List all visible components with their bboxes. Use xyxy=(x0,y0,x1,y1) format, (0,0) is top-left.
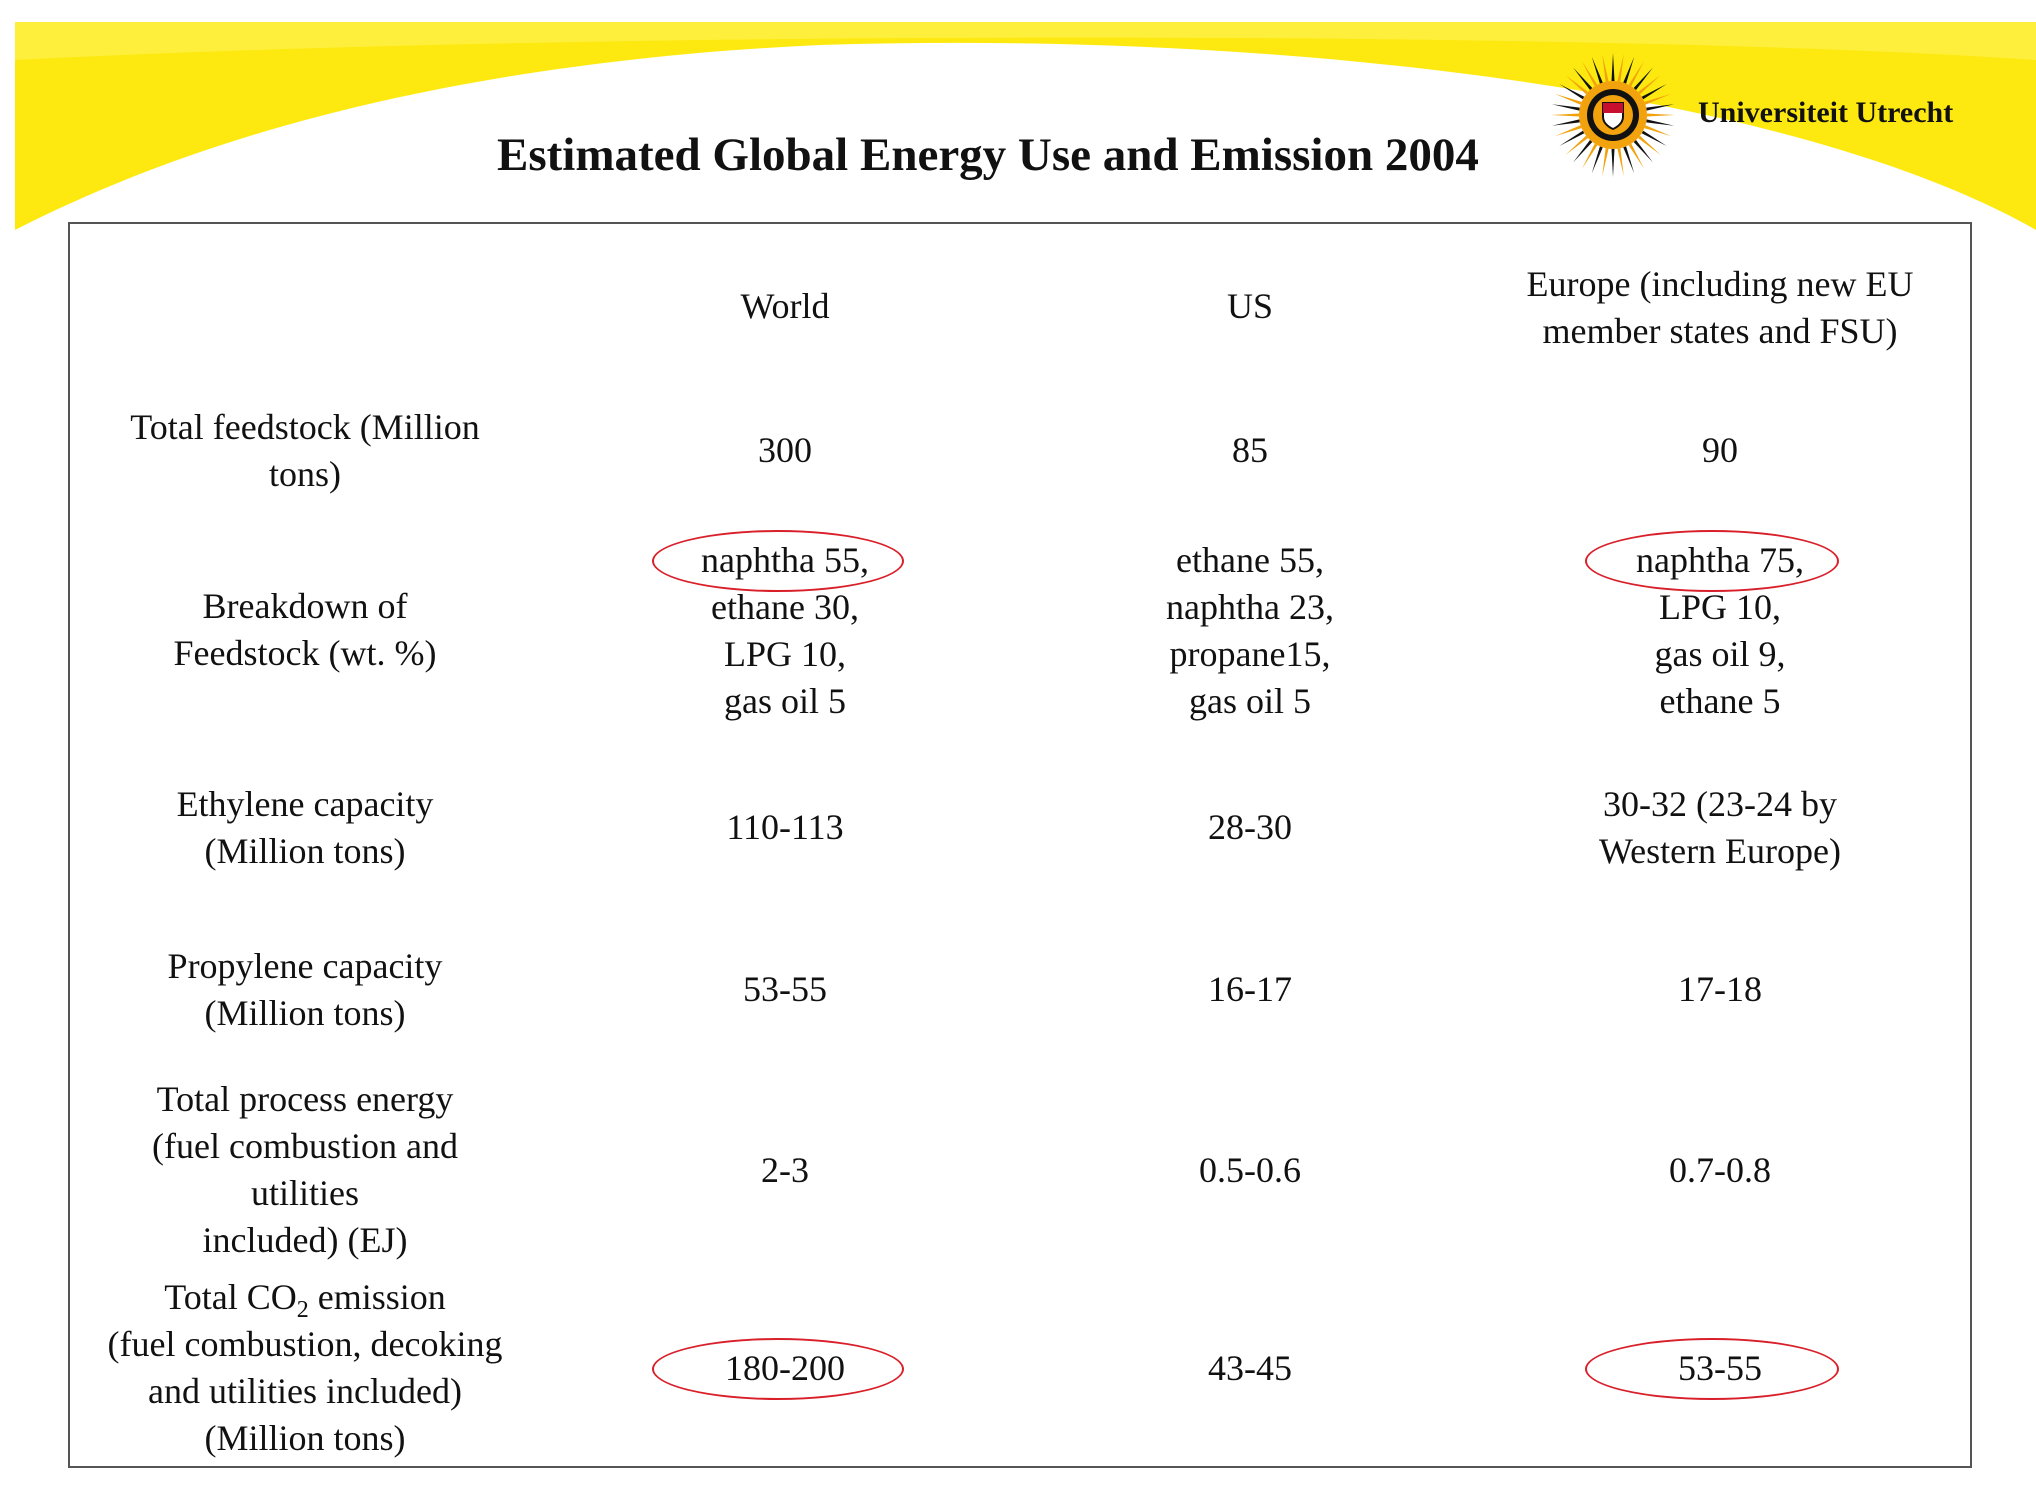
logo-ray xyxy=(1559,130,1585,146)
page-title: Estimated Global Energy Use and Emission… xyxy=(497,129,1479,181)
logo-ray xyxy=(1565,75,1588,95)
logo-ray xyxy=(1602,148,1609,177)
cell-us-breakdown: ethane 55, naphtha 23, propane15, gas oi… xyxy=(1166,540,1334,721)
university-name: Universiteit Utrecht xyxy=(1698,96,1954,129)
logo-ray xyxy=(1647,113,1675,117)
logo-ray xyxy=(1551,113,1579,117)
logo-ray xyxy=(1551,119,1580,126)
cell-us-feedstock: 85 xyxy=(1232,430,1268,470)
sun-logo-icon xyxy=(1551,53,1675,177)
cell-us-energy: 0.5-0.6 xyxy=(1199,1150,1301,1190)
logo-ray xyxy=(1641,130,1667,146)
table-frame xyxy=(68,222,1972,1468)
cell-us-co2: 43-45 xyxy=(1208,1348,1292,1388)
logo-ray xyxy=(1582,143,1598,169)
row-label-co2-emission: Total CO2 emission xyxy=(75,1274,535,1323)
logo-ray xyxy=(1559,84,1585,100)
cell-europe-ethylene: 30-32 (23-24 by Western Europe) xyxy=(1599,784,1841,871)
logo-ray xyxy=(1628,143,1644,169)
highlight-ring-europe-naphtha xyxy=(1585,530,1839,592)
co2-label-post: emission xyxy=(308,1277,446,1317)
logo-ray xyxy=(1617,148,1624,177)
highlight-ring-world-naphtha xyxy=(652,530,904,592)
row-label-propylene: Propylene capacity (Million tons) xyxy=(167,946,443,1033)
banner-swoosh xyxy=(15,22,2036,230)
logo-ray xyxy=(1591,146,1603,174)
cell-us-ethylene: 28-30 xyxy=(1208,807,1292,847)
header-world: World xyxy=(740,286,830,326)
cell-europe-energy: 0.7-0.8 xyxy=(1669,1150,1771,1190)
cell-europe-feedstock: 90 xyxy=(1702,430,1738,470)
logo-ray xyxy=(1573,140,1593,163)
row-label-ethylene: Ethylene capacity (Million tons) xyxy=(176,784,434,871)
logo-ray xyxy=(1646,104,1675,111)
logo-ray xyxy=(1611,149,1615,177)
logo-ray xyxy=(1628,61,1644,87)
logo-ray xyxy=(1638,135,1661,155)
yellow-banner xyxy=(15,22,2036,230)
logo-ray xyxy=(1554,125,1582,137)
co2-label-subscript: 2 xyxy=(296,1297,309,1323)
row-label-total-feedstock: Total feedstock (Million tons) xyxy=(130,407,480,494)
row-label-co2-emission-detail: (fuel combustion, decoking and utilities… xyxy=(107,1324,503,1458)
logo-ray xyxy=(1551,104,1580,111)
logo-ray xyxy=(1644,125,1672,137)
logo-ray xyxy=(1646,119,1675,126)
co2-label-pre: Total CO xyxy=(164,1277,297,1317)
logo-ray xyxy=(1633,67,1653,90)
cell-world-ethylene: 110-113 xyxy=(726,807,844,847)
header-europe: Europe (including new EU member states a… xyxy=(1526,264,1914,351)
logo-ray xyxy=(1582,61,1598,87)
logo-ray xyxy=(1573,67,1593,90)
logo-ray xyxy=(1591,56,1603,84)
cell-world-energy: 2-3 xyxy=(761,1150,809,1190)
logo-ray xyxy=(1617,53,1624,82)
cell-us-propylene: 16-17 xyxy=(1208,969,1292,1009)
logo-ray xyxy=(1644,93,1672,105)
cell-europe-propylene: 17-18 xyxy=(1678,969,1762,1009)
logo-ray xyxy=(1554,93,1582,105)
cell-world-feedstock: 300 xyxy=(758,430,812,470)
row-label-breakdown: Breakdown of Feedstock (wt. %) xyxy=(173,586,437,673)
logo-ray xyxy=(1565,135,1588,155)
logo-ray xyxy=(1623,56,1635,84)
row-label-process-energy: Total process energy (fuel combustion an… xyxy=(152,1079,458,1260)
header-us: US xyxy=(1226,286,1274,326)
logo-ray xyxy=(1638,75,1661,95)
logo-ray xyxy=(1633,140,1653,163)
highlight-ring-world-co2 xyxy=(652,1338,904,1400)
logo-ray xyxy=(1602,53,1609,82)
highlight-ring-europe-co2 xyxy=(1585,1338,1839,1400)
logo-ray xyxy=(1641,84,1667,100)
cell-world-propylene: 53-55 xyxy=(743,969,827,1009)
logo-ray xyxy=(1611,53,1615,81)
logo-ray xyxy=(1623,146,1635,174)
